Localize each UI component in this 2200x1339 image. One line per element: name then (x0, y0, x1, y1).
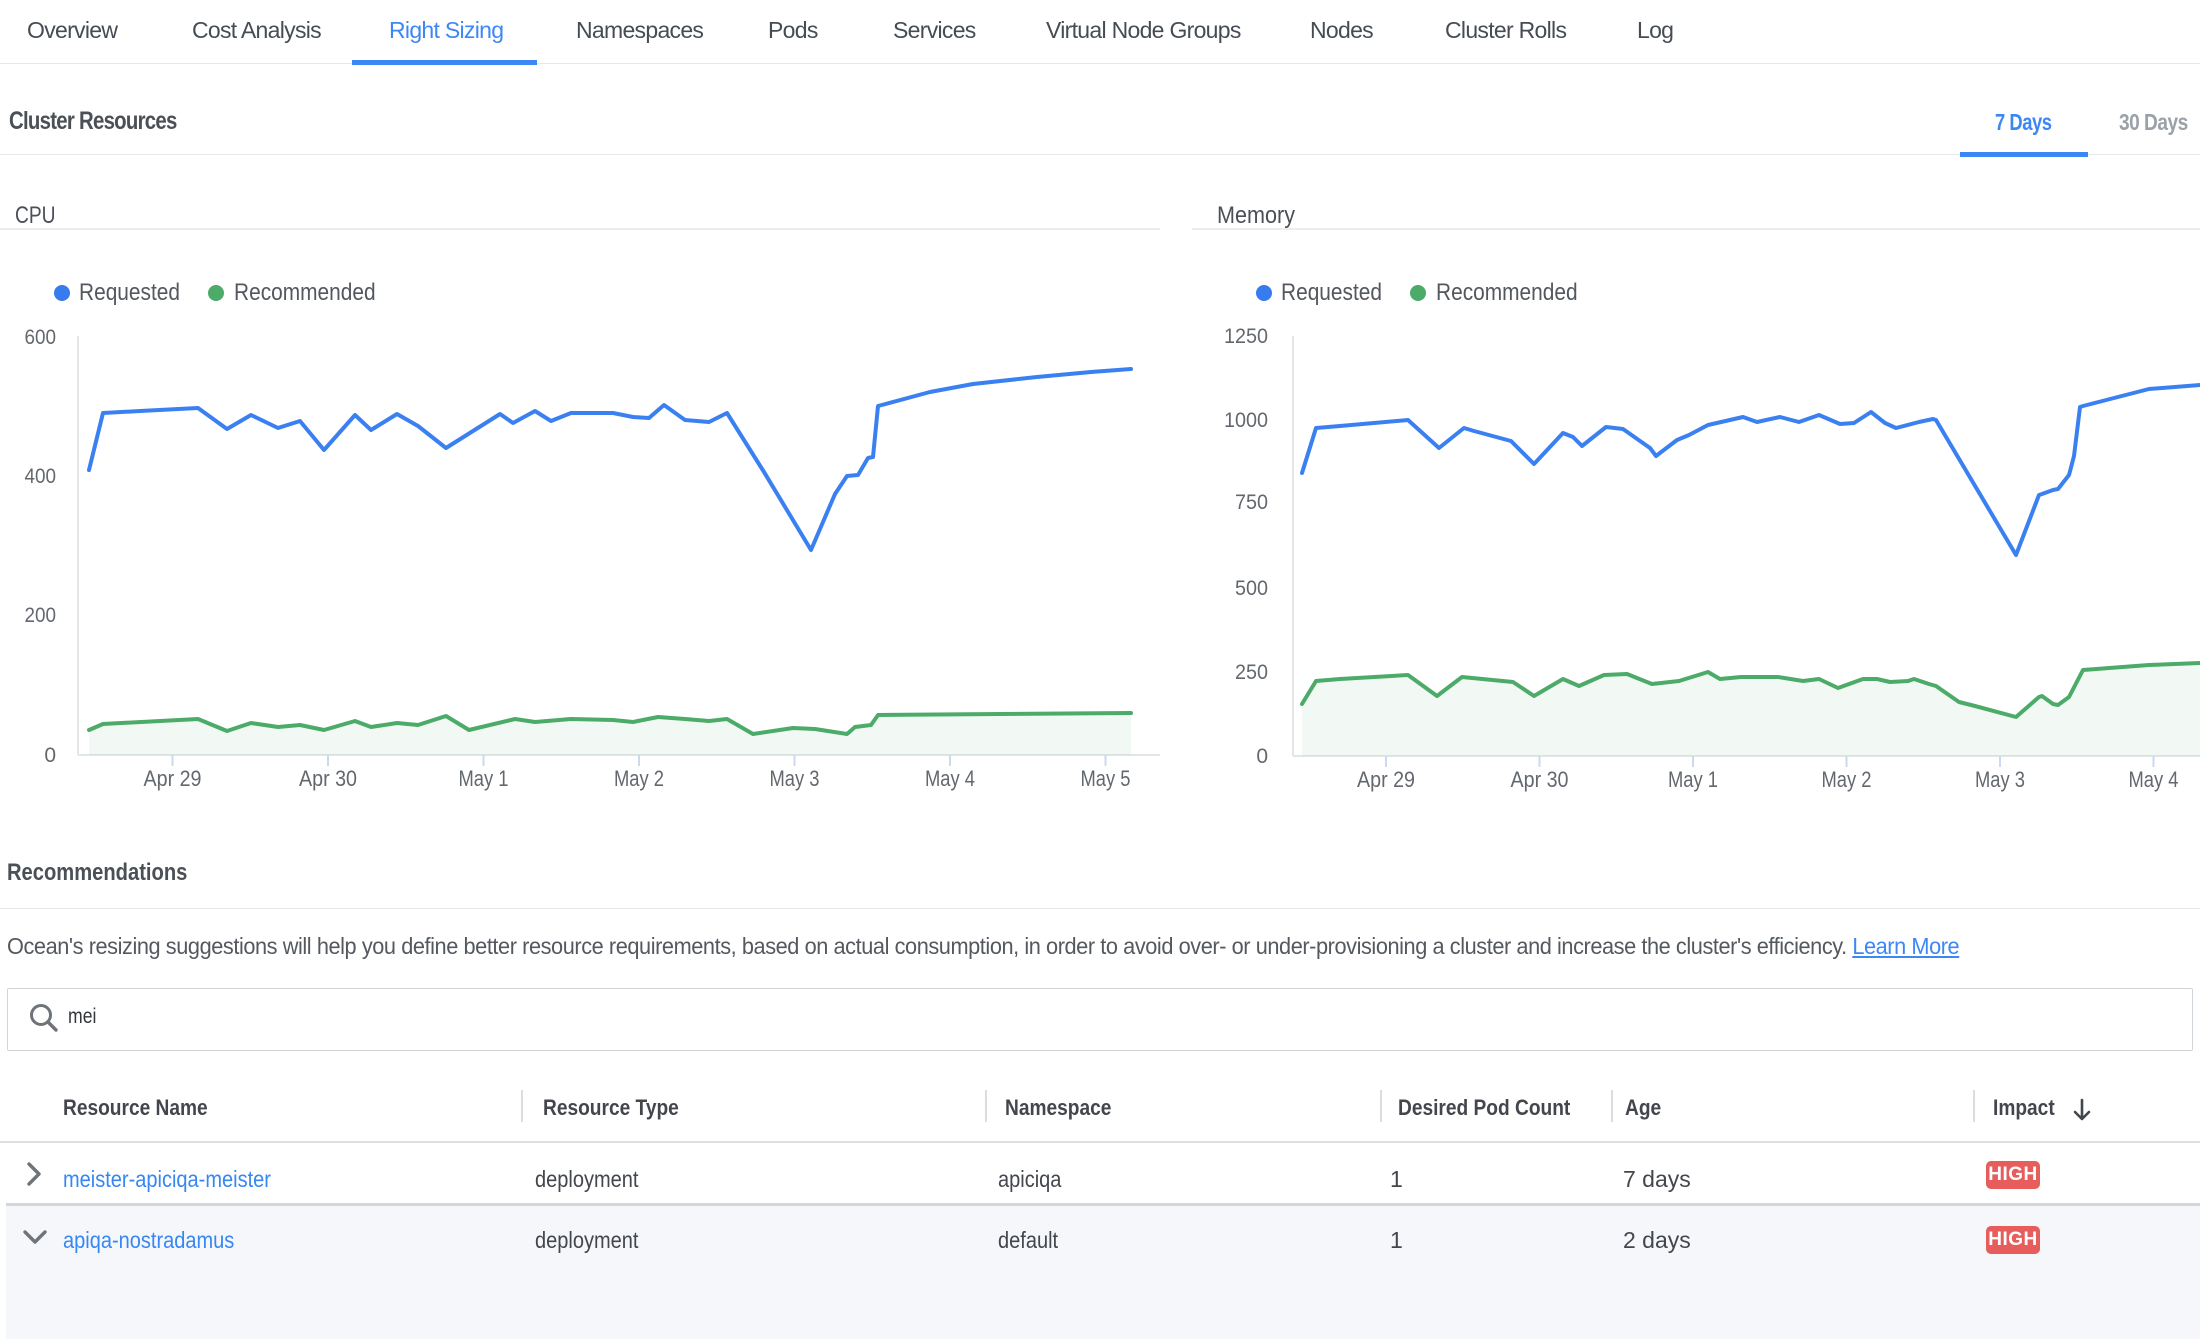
svg-text:May 4: May 4 (925, 766, 975, 791)
svg-text:May 1: May 1 (1668, 767, 1718, 792)
svg-text:May 3: May 3 (1975, 767, 2025, 792)
svg-text:750: 750 (1235, 491, 1268, 514)
svg-text:May 3: May 3 (770, 766, 820, 791)
svg-text:400: 400 (25, 465, 57, 488)
svg-text:500: 500 (1235, 577, 1268, 600)
svg-text:0: 0 (1256, 745, 1268, 768)
svg-text:Apr 29: Apr 29 (144, 766, 202, 791)
svg-text:Apr 30: Apr 30 (1511, 767, 1569, 792)
svg-text:1250: 1250 (1224, 325, 1268, 348)
svg-text:May 4: May 4 (2129, 767, 2179, 792)
svg-text:Apr 29: Apr 29 (1357, 767, 1415, 792)
svg-text:250: 250 (1235, 661, 1268, 684)
svg-text:May 1: May 1 (459, 766, 509, 791)
svg-text:1000: 1000 (1224, 409, 1268, 432)
svg-text:May 5: May 5 (1081, 766, 1131, 791)
svg-text:May 2: May 2 (614, 766, 664, 791)
svg-text:Apr 30: Apr 30 (299, 766, 357, 791)
svg-text:600: 600 (25, 326, 57, 349)
svg-text:May 2: May 2 (1822, 767, 1872, 792)
svg-text:200: 200 (25, 604, 57, 627)
svg-text:0: 0 (44, 744, 56, 767)
